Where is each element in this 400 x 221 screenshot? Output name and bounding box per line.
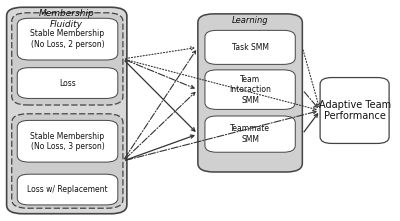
FancyBboxPatch shape xyxy=(205,116,295,152)
FancyBboxPatch shape xyxy=(17,174,118,205)
FancyBboxPatch shape xyxy=(12,114,123,208)
Text: Loss w/ Replacement: Loss w/ Replacement xyxy=(27,185,108,194)
FancyBboxPatch shape xyxy=(198,14,302,172)
Text: Teammate
SMM: Teammate SMM xyxy=(230,124,270,144)
Text: Loss: Loss xyxy=(59,78,76,88)
Text: Adaptive Team
Performance: Adaptive Team Performance xyxy=(318,100,391,121)
Text: Membership
Fluidity: Membership Fluidity xyxy=(39,10,95,29)
FancyBboxPatch shape xyxy=(17,120,118,162)
Text: Stable Membership
(No Loss, 3 person): Stable Membership (No Loss, 3 person) xyxy=(30,131,104,151)
Text: Stable Membership
(No Loss, 2 person): Stable Membership (No Loss, 2 person) xyxy=(30,29,104,49)
Text: Learning: Learning xyxy=(232,16,268,25)
Text: Task SMM: Task SMM xyxy=(232,43,269,52)
FancyBboxPatch shape xyxy=(205,30,295,64)
FancyBboxPatch shape xyxy=(17,18,118,60)
FancyBboxPatch shape xyxy=(205,70,295,109)
FancyBboxPatch shape xyxy=(17,68,118,98)
Text: Team
Interaction
SMM: Team Interaction SMM xyxy=(229,75,271,105)
FancyBboxPatch shape xyxy=(7,7,127,214)
FancyBboxPatch shape xyxy=(12,13,123,105)
FancyBboxPatch shape xyxy=(320,78,389,143)
